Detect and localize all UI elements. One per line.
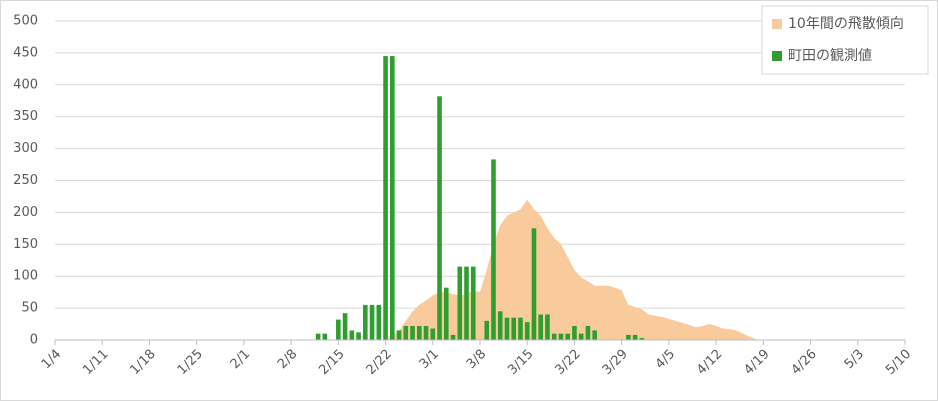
bar <box>363 304 368 340</box>
bar <box>430 328 436 340</box>
bar <box>416 325 422 340</box>
bar <box>457 266 463 340</box>
bar <box>342 313 348 340</box>
bar <box>390 56 395 341</box>
y-tick-label: 50 <box>21 301 38 316</box>
bar <box>524 322 530 340</box>
y-tick-label: 350 <box>13 109 38 124</box>
bar <box>504 317 510 340</box>
y-tick-label: 400 <box>13 77 38 92</box>
bar <box>491 159 496 340</box>
bar <box>639 338 645 340</box>
y-tick-label: 250 <box>13 173 38 188</box>
bar <box>450 334 456 340</box>
bar <box>578 333 584 340</box>
y-tick-label: 450 <box>13 45 38 60</box>
bar <box>410 325 415 340</box>
legend-label: 町田の観測値 <box>788 47 872 64</box>
bar <box>632 334 638 340</box>
bar <box>437 96 442 340</box>
bar <box>545 314 550 340</box>
bar <box>369 304 375 340</box>
bar <box>551 333 557 340</box>
bar <box>470 266 476 340</box>
bar <box>464 266 469 340</box>
bar <box>423 325 429 340</box>
y-tick-label: 100 <box>13 269 38 284</box>
y-tick-label: 0 <box>30 333 38 348</box>
legend-swatch <box>772 19 782 29</box>
legend-label: 10年間の飛散傾向 <box>788 16 904 32</box>
bar <box>349 330 355 340</box>
legend-box <box>761 5 929 75</box>
bar <box>315 333 321 340</box>
bar <box>585 325 591 340</box>
bar <box>531 228 537 340</box>
bar <box>376 304 382 340</box>
y-tick-label: 200 <box>13 205 38 220</box>
bar <box>356 332 361 340</box>
bar <box>626 334 631 340</box>
bar <box>383 56 388 341</box>
bar <box>443 287 449 340</box>
bar <box>484 320 490 340</box>
bar <box>572 325 577 340</box>
bar <box>558 333 564 340</box>
bar <box>511 317 517 340</box>
y-tick-label: 500 <box>13 14 38 29</box>
bar <box>497 311 503 340</box>
area <box>385 199 764 340</box>
bar <box>518 317 523 340</box>
bar <box>403 325 409 340</box>
bar <box>322 333 328 340</box>
bar <box>396 330 402 340</box>
bar <box>565 333 570 340</box>
legend-swatch <box>772 51 782 61</box>
y-tick-label: 150 <box>13 237 38 252</box>
bar <box>336 319 341 340</box>
bar <box>538 314 544 340</box>
y-tick-label: 300 <box>13 141 38 156</box>
bar <box>592 330 597 340</box>
